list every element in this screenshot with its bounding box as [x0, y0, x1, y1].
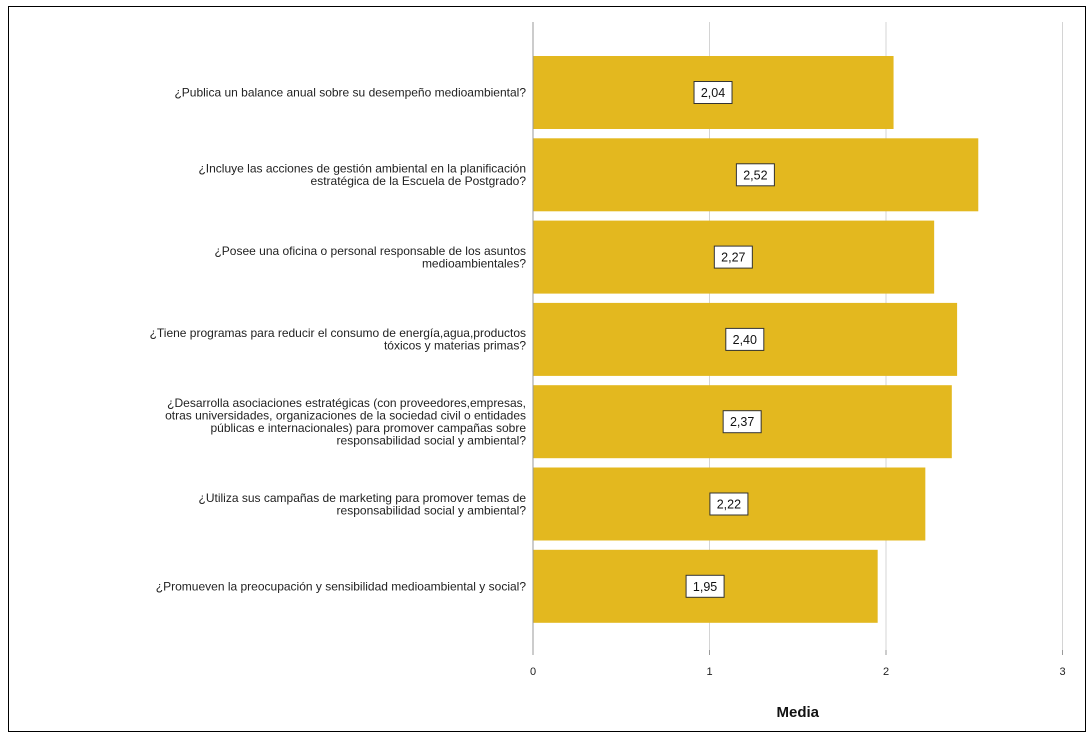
- value-label: 1,95: [685, 574, 725, 598]
- x-tick-label: 1: [706, 666, 712, 678]
- value-label-box: [685, 574, 725, 598]
- category-label-line: otras universidades, organizaciones de l…: [165, 408, 526, 422]
- bars: 2,04 2,52 2,27 2,40 2,37 2,22 1,95: [533, 56, 979, 623]
- category-label-line: responsabilidad social y ambiental?: [337, 433, 527, 447]
- value-label-text: 2,27: [721, 251, 745, 265]
- category-labels: ¿Publica un balance anual sobre su desem…: [150, 86, 527, 594]
- category-label: ¿Utiliza sus campañas de marketing para …: [199, 491, 527, 518]
- category-label: ¿Promueven la preocupación y sensibilida…: [156, 579, 527, 593]
- category-label: ¿Tiene programas para reducir el consumo…: [150, 326, 527, 353]
- value-label-text: 2,40: [733, 333, 757, 347]
- value-label-box: [693, 81, 733, 104]
- value-label: 2,04: [693, 81, 733, 104]
- value-label-text: 2,52: [743, 168, 767, 182]
- value-label-box: [735, 163, 775, 187]
- category-label: ¿Incluye las acciones de gestión ambient…: [198, 162, 526, 189]
- category-label-line: ¿Desarrolla asociaciones estratégicas (c…: [167, 396, 526, 410]
- category-label: ¿Publica un balance anual sobre su desem…: [174, 86, 526, 100]
- category-label-line: estratégica de la Escuela de Postgrado?: [311, 174, 527, 188]
- value-label-box: [725, 327, 765, 351]
- value-label-box: [709, 492, 749, 516]
- category-label-line: ¿Publica un balance anual sobre su desem…: [174, 86, 526, 100]
- category-label-line: ¿Utiliza sus campañas de marketing para …: [199, 491, 527, 505]
- value-label: 2,40: [725, 327, 765, 351]
- category-label-line: responsabilidad social y ambiental?: [337, 503, 527, 517]
- x-axis-ticks: 0 1 2 3: [530, 650, 1066, 678]
- value-label-text: 2,37: [730, 415, 754, 429]
- x-tick-label: 0: [530, 666, 536, 678]
- category-label-line: ¿Posee una oficina o personal responsabl…: [214, 244, 526, 258]
- category-label-line: tóxicos y materias primas?: [384, 339, 526, 353]
- value-label-text: 2,22: [717, 498, 741, 512]
- value-label-box: [713, 245, 753, 269]
- value-label: 2,37: [722, 410, 762, 434]
- category-label-line: medioambientales?: [422, 256, 526, 270]
- category-label-line: ¿Tiene programas para reducir el consumo…: [150, 326, 526, 340]
- category-label-line: ¿Promueven la preocupación y sensibilida…: [156, 579, 527, 593]
- value-label-text: 2,04: [701, 86, 725, 100]
- category-label: ¿Desarrolla asociaciones estratégicas (c…: [165, 396, 526, 448]
- x-axis-title: Media: [776, 704, 819, 721]
- category-label-line: ¿Incluye las acciones de gestión ambient…: [198, 162, 526, 176]
- chart-frame: 2,04 2,52 2,27 2,40 2,37 2,22 1,95 ¿Publica un…: [8, 6, 1086, 732]
- x-tick-label: 3: [1059, 666, 1065, 678]
- value-label-text: 1,95: [693, 580, 717, 594]
- category-label: ¿Posee una oficina o personal responsabl…: [214, 244, 526, 271]
- category-label-line: públicas e internacionales) para promove…: [210, 421, 526, 435]
- value-label: 2,27: [713, 245, 753, 269]
- bar-chart: 2,04 2,52 2,27 2,40 2,37 2,22 1,95 ¿Publica un…: [150, 22, 1066, 721]
- x-tick-label: 2: [883, 666, 889, 678]
- value-label-box: [722, 410, 762, 434]
- value-label: 2,52: [735, 163, 775, 187]
- value-label: 2,22: [709, 492, 749, 516]
